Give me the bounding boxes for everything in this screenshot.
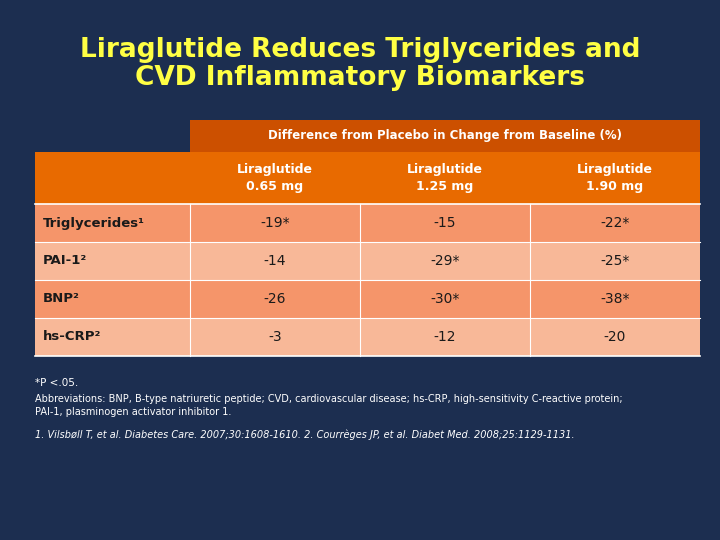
Bar	[190, 120, 700, 152]
Text: -38*: -38*	[600, 292, 630, 306]
Text: -29*: -29*	[431, 254, 460, 268]
Text: PAI-1²: PAI-1²	[43, 254, 87, 267]
Text: -12: -12	[433, 330, 456, 344]
Text: -22*: -22*	[600, 216, 630, 230]
Bar	[35, 242, 190, 280]
Text: Liraglutide
1.25 mg: Liraglutide 1.25 mg	[407, 163, 483, 193]
Text: -15: -15	[433, 216, 456, 230]
Bar	[190, 204, 700, 242]
Bar	[190, 242, 700, 280]
Text: PAI-1, plasminogen activator inhibitor 1.: PAI-1, plasminogen activator inhibitor 1…	[35, 407, 231, 417]
Text: Abbreviations: BNP, B-type natriuretic peptide; CVD, cardiovascular disease; hs-: Abbreviations: BNP, B-type natriuretic p…	[35, 394, 623, 404]
Text: Liraglutide
0.65 mg: Liraglutide 0.65 mg	[237, 163, 313, 193]
Text: Liraglutide
1.90 mg: Liraglutide 1.90 mg	[577, 163, 653, 193]
Text: *P <.05.: *P <.05.	[35, 378, 78, 388]
Text: Liraglutide Reduces Triglycerides and: Liraglutide Reduces Triglycerides and	[80, 37, 640, 63]
Bar	[35, 204, 190, 242]
Text: -19*: -19*	[260, 216, 290, 230]
Text: Triglycerides¹: Triglycerides¹	[43, 217, 145, 230]
Text: BNP²: BNP²	[43, 293, 80, 306]
Bar	[35, 318, 190, 356]
Text: -3: -3	[268, 330, 282, 344]
Text: hs-CRP²: hs-CRP²	[43, 330, 102, 343]
Text: -25*: -25*	[600, 254, 630, 268]
Text: -26: -26	[264, 292, 287, 306]
Bar	[190, 280, 700, 318]
Bar	[35, 152, 700, 204]
Text: Difference from Placebo in Change from Baseline (%): Difference from Placebo in Change from B…	[268, 130, 622, 143]
Bar	[35, 280, 190, 318]
Text: CVD Inflammatory Biomarkers: CVD Inflammatory Biomarkers	[135, 65, 585, 91]
Text: -14: -14	[264, 254, 287, 268]
Text: 1. Vilsbøll T, et al. Diabetes Care. 2007;30:1608-1610. 2. Courrèges JP, et al. : 1. Vilsbøll T, et al. Diabetes Care. 200…	[35, 429, 575, 440]
Bar	[190, 318, 700, 356]
Text: -30*: -30*	[431, 292, 459, 306]
Text: -20: -20	[604, 330, 626, 344]
